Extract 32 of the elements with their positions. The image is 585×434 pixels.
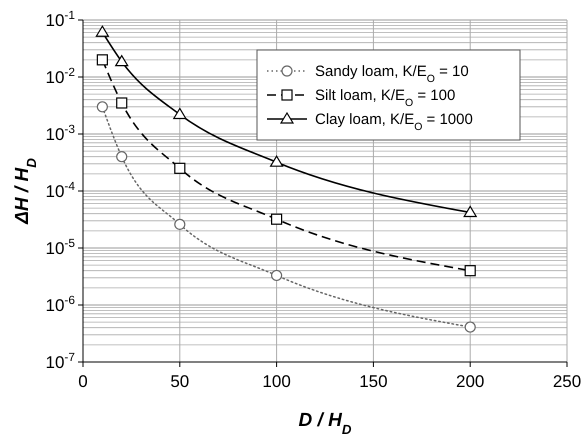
- legend-label: Silt loam, K/E$_{O}$ = 100: [315, 87, 456, 109]
- point: [464, 206, 477, 218]
- x-tick-label: 200: [456, 372, 484, 391]
- x-tick-label: 150: [359, 372, 388, 391]
- y-tick-label: 10$^{-4}$: [46, 179, 76, 201]
- point: [174, 218, 186, 230]
- x-tick-label: 50: [170, 372, 190, 391]
- x-axis-title: D / H$_{D}$: [298, 410, 352, 434]
- point: [96, 101, 108, 112]
- point: [271, 270, 282, 282]
- point: [96, 54, 108, 66]
- point: [116, 151, 128, 162]
- y-tick-label: 10$^{-5}$: [46, 236, 76, 258]
- point: [173, 108, 186, 120]
- y-tick-label: 10$^{-1}$: [46, 8, 76, 30]
- point: [115, 55, 128, 66]
- point: [464, 265, 476, 276]
- x-tick-label: 250: [552, 372, 582, 391]
- point: [116, 97, 128, 109]
- point: [271, 214, 282, 225]
- point: [464, 321, 476, 333]
- y-tick-label: 10$^{-6}$: [46, 293, 76, 315]
- x-tick-label: 0: [78, 372, 88, 391]
- x-tick-label: 100: [262, 372, 291, 391]
- point: [270, 156, 284, 167]
- legend-label: Sandy loam, K/E$_{O}$ = 10: [315, 63, 469, 85]
- y-tick-label: 10$^{-2}$: [46, 65, 76, 87]
- y-tick-label: 10$^{-3}$: [46, 122, 76, 144]
- point: [96, 26, 109, 37]
- legend-label: Clay loam, K/E$_{O}$ = 1000: [315, 111, 473, 133]
- point: [174, 162, 186, 174]
- y-tick-label: 10$^{-7}$: [46, 350, 76, 372]
